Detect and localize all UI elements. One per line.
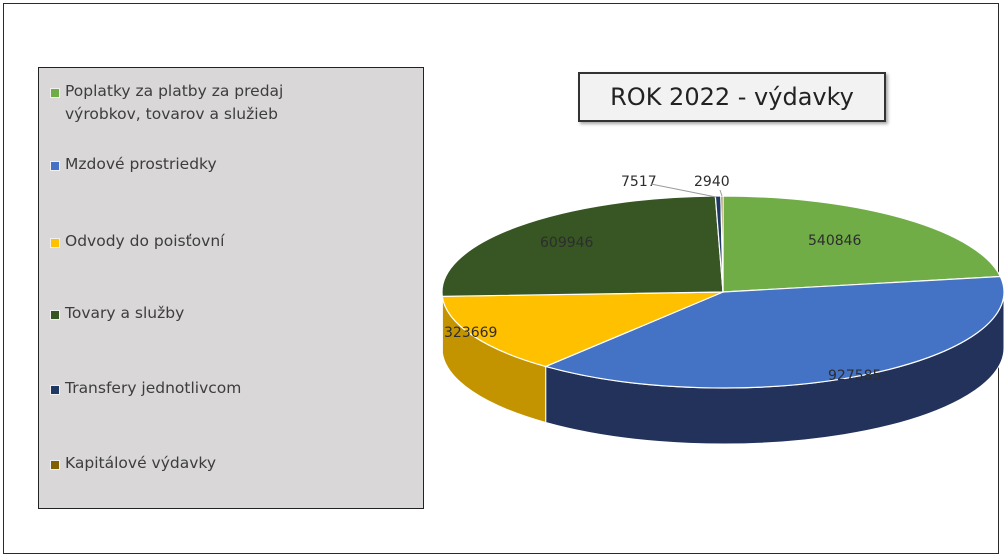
pie-slice	[722, 195, 1002, 293]
legend-label: Tovary a služby	[65, 304, 185, 322]
pie-tops	[441, 195, 1005, 389]
leader-line	[719, 189, 723, 197]
legend-label: Kapitálové výdavky	[65, 454, 216, 472]
legend-label: Odvody do poisťovní	[65, 232, 225, 250]
legend-label-line: výrobkov, tovarov a služieb	[65, 105, 278, 123]
legend-label: Poplatky za platby za predaj výrobkov, t…	[65, 80, 283, 126]
pie-slice	[441, 291, 724, 368]
legend-item-transfery: Transfery jednotlivcom	[50, 377, 241, 400]
data-label: 323669	[444, 325, 497, 341]
legend-swatch	[50, 385, 60, 395]
legend-label-line: Poplatky za platby za predaj	[65, 82, 284, 100]
data-label: 540846	[808, 233, 862, 249]
data-label: 609946	[540, 235, 594, 251]
legend-swatch	[50, 460, 60, 470]
pie-slice	[441, 195, 724, 297]
chart-title: ROK 2022 - výdavky	[578, 72, 886, 122]
legend-swatch	[50, 161, 60, 171]
legend-item-mzdove: Mzdové prostriedky	[50, 153, 217, 176]
pie-slice	[543, 275, 1005, 389]
data-label: 2940	[694, 174, 730, 190]
legend-label: Transfery jednotlivcom	[65, 379, 242, 397]
legend-item-odvody: Odvody do poisťovní	[50, 230, 224, 253]
data-label: 927585	[828, 368, 881, 384]
legend-label: Mzdové prostriedky	[65, 155, 217, 173]
legend-item-poplatky: Poplatky za platby za predaj výrobkov, t…	[50, 80, 283, 126]
pie-labels: 540846 927585 323669 609946 7517 2940	[444, 174, 881, 384]
legend-item-tovary: Tovary a služby	[50, 302, 184, 325]
leader-line	[650, 183, 717, 198]
legend-box	[38, 67, 424, 509]
legend-swatch	[50, 310, 60, 320]
data-label: 7517	[621, 174, 657, 190]
legend-item-kapitalove: Kapitálové výdavky	[50, 452, 216, 475]
legend-swatch	[50, 238, 60, 248]
legend-swatch	[50, 88, 60, 98]
